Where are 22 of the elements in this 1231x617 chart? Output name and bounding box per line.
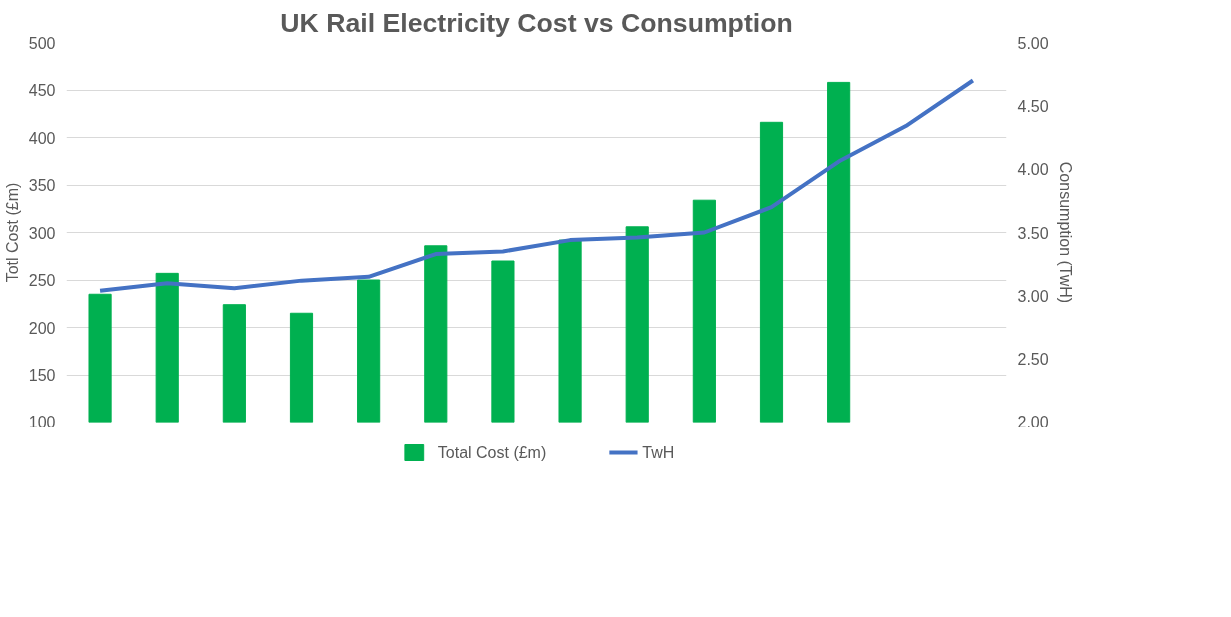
y-tick-label: 200 — [28, 319, 56, 337]
y-axis-title: Totl Cost (£m) — [3, 182, 21, 283]
line-series — [98, 78, 975, 293]
y-tick-label: 100 — [28, 413, 56, 431]
y-tick-label: 150 — [28, 367, 56, 384]
y2-tick-label: 2.00 — [1017, 413, 1049, 431]
y2-tick-label: 4.00 — [1017, 161, 1049, 179]
y-tick-label: 300 — [28, 224, 56, 242]
y-tick-label: 400 — [28, 129, 56, 147]
y-tick-label: 250 — [28, 272, 56, 289]
y-tick-label: 450 — [28, 82, 56, 99]
legend-label: Total Cost (£m) — [437, 444, 547, 461]
y2-tick-label: 5.00 — [1017, 34, 1049, 52]
y2-axis-title: Consumption (TwH) — [1056, 161, 1074, 304]
y2-tick-label: 3.50 — [1017, 224, 1049, 242]
y2-tick-label: 3.00 — [1017, 287, 1049, 305]
y2-tick-label: 2.50 — [1017, 351, 1049, 369]
y2-tick-label: 4.50 — [1017, 97, 1049, 115]
legend-label: TwH — [642, 444, 675, 461]
y-tick-label: 350 — [28, 177, 56, 194]
y-tick-label: 500 — [28, 34, 56, 52]
chart-title: UK Rail Electricity Cost vs Consumption — [280, 7, 793, 38]
